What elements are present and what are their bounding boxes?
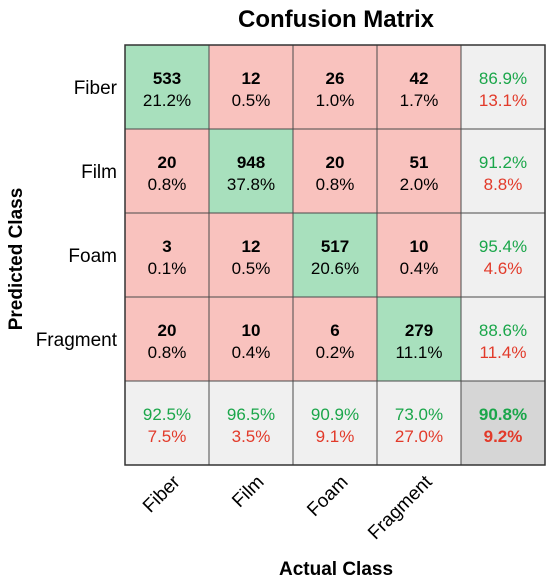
matrix-border bbox=[124, 44, 546, 466]
row-summary-cell bbox=[460, 44, 546, 130]
cell-count: 20 bbox=[326, 153, 345, 172]
cell-percent: 0.8% bbox=[148, 175, 187, 194]
cell-count: 533 bbox=[153, 69, 181, 88]
column-summary-incorrect: 27.0% bbox=[395, 427, 443, 446]
matrix-cell bbox=[376, 44, 462, 130]
overall-incorrect: 9.2% bbox=[484, 427, 523, 446]
column-summary-correct: 73.0% bbox=[395, 405, 443, 424]
cell-count: 26 bbox=[326, 69, 345, 88]
overall-accuracy-cell bbox=[460, 380, 546, 466]
column-summary-correct: 92.5% bbox=[143, 405, 191, 424]
matrix-cell bbox=[292, 212, 378, 298]
cell-count: 12 bbox=[242, 69, 261, 88]
x-tick-label: Foam bbox=[303, 472, 352, 521]
x-axis-label: Actual Class bbox=[279, 559, 393, 580]
column-summary-cell bbox=[208, 380, 294, 466]
matrix-cell bbox=[292, 296, 378, 382]
overall-correct: 90.8% bbox=[479, 405, 527, 424]
chart-title: Confusion Matrix bbox=[238, 6, 435, 33]
y-tick-label: Fiber bbox=[74, 78, 118, 99]
cell-count: 20 bbox=[158, 321, 177, 340]
cell-count: 51 bbox=[410, 153, 429, 172]
cell-count: 6 bbox=[330, 321, 339, 340]
row-summary-incorrect: 11.4% bbox=[480, 343, 527, 362]
row-summary-correct: 86.9% bbox=[479, 69, 527, 88]
matrix-cell bbox=[376, 296, 462, 382]
cell-percent: 1.0% bbox=[316, 91, 355, 110]
x-tick-label: Fiber bbox=[139, 471, 185, 517]
cell-percent: 20.6% bbox=[311, 259, 359, 278]
matrix-cell bbox=[292, 128, 378, 214]
matrix-cells: 533 21.2% 12 0.5% 26 1.0% 42 1.7% 86.9% 13.1% 20 0.… bbox=[124, 44, 546, 466]
cell-percent: 0.1% bbox=[148, 259, 187, 278]
cell-count: 517 bbox=[321, 237, 349, 256]
cell-count: 42 bbox=[410, 69, 429, 88]
cell-percent: 11.1% bbox=[396, 343, 443, 362]
y-tick-label: Foam bbox=[68, 246, 117, 267]
matrix-cell bbox=[208, 296, 294, 382]
matrix-cell bbox=[376, 212, 462, 298]
cell-percent: 37.8% bbox=[227, 175, 275, 194]
matrix-cell bbox=[208, 44, 294, 130]
cell-percent: 0.4% bbox=[400, 259, 439, 278]
column-summary-cell bbox=[124, 380, 210, 466]
row-summary-cell bbox=[460, 296, 546, 382]
x-tick-label: Fragment bbox=[364, 471, 437, 544]
cell-count: 279 bbox=[405, 321, 433, 340]
y-tick-label: Film bbox=[81, 162, 117, 183]
column-summary-correct: 90.9% bbox=[311, 405, 359, 424]
cell-percent: 0.5% bbox=[232, 91, 271, 110]
cell-count: 10 bbox=[410, 237, 429, 256]
y-axis-label: Predicted Class bbox=[6, 188, 27, 331]
cell-percent: 0.5% bbox=[232, 259, 271, 278]
column-summary-correct: 96.5% bbox=[227, 405, 275, 424]
cell-percent: 0.8% bbox=[148, 343, 187, 362]
matrix-cell bbox=[208, 212, 294, 298]
cell-count: 12 bbox=[242, 237, 261, 256]
x-tick-label: Film bbox=[228, 472, 268, 512]
cell-percent: 21.2% bbox=[143, 91, 191, 110]
row-summary-correct: 95.4% bbox=[479, 237, 527, 256]
row-summary-incorrect: 8.8% bbox=[484, 175, 523, 194]
cell-percent: 0.2% bbox=[316, 343, 355, 362]
cell-percent: 2.0% bbox=[400, 175, 439, 194]
cell-percent: 0.4% bbox=[232, 343, 271, 362]
row-summary-incorrect: 4.6% bbox=[484, 259, 523, 278]
cell-count: 10 bbox=[242, 321, 261, 340]
column-summary-incorrect: 7.5% bbox=[148, 427, 187, 446]
row-summary-correct: 88.6% bbox=[479, 321, 527, 340]
y-tick-label: Fragment bbox=[36, 330, 118, 351]
cell-count: 3 bbox=[162, 237, 171, 256]
row-summary-cell bbox=[460, 128, 546, 214]
cell-count: 948 bbox=[237, 153, 265, 172]
cell-percent: 1.7% bbox=[400, 91, 439, 110]
cell-percent: 0.8% bbox=[316, 175, 355, 194]
column-summary-incorrect: 9.1% bbox=[316, 427, 355, 446]
row-summary-incorrect: 13.1% bbox=[479, 91, 527, 110]
column-summary-incorrect: 3.5% bbox=[232, 427, 271, 446]
cell-count: 20 bbox=[158, 153, 177, 172]
column-summary-cell bbox=[292, 380, 378, 466]
matrix-cell bbox=[124, 128, 210, 214]
matrix-cell bbox=[124, 44, 210, 130]
row-summary-correct: 91.2% bbox=[479, 153, 527, 172]
